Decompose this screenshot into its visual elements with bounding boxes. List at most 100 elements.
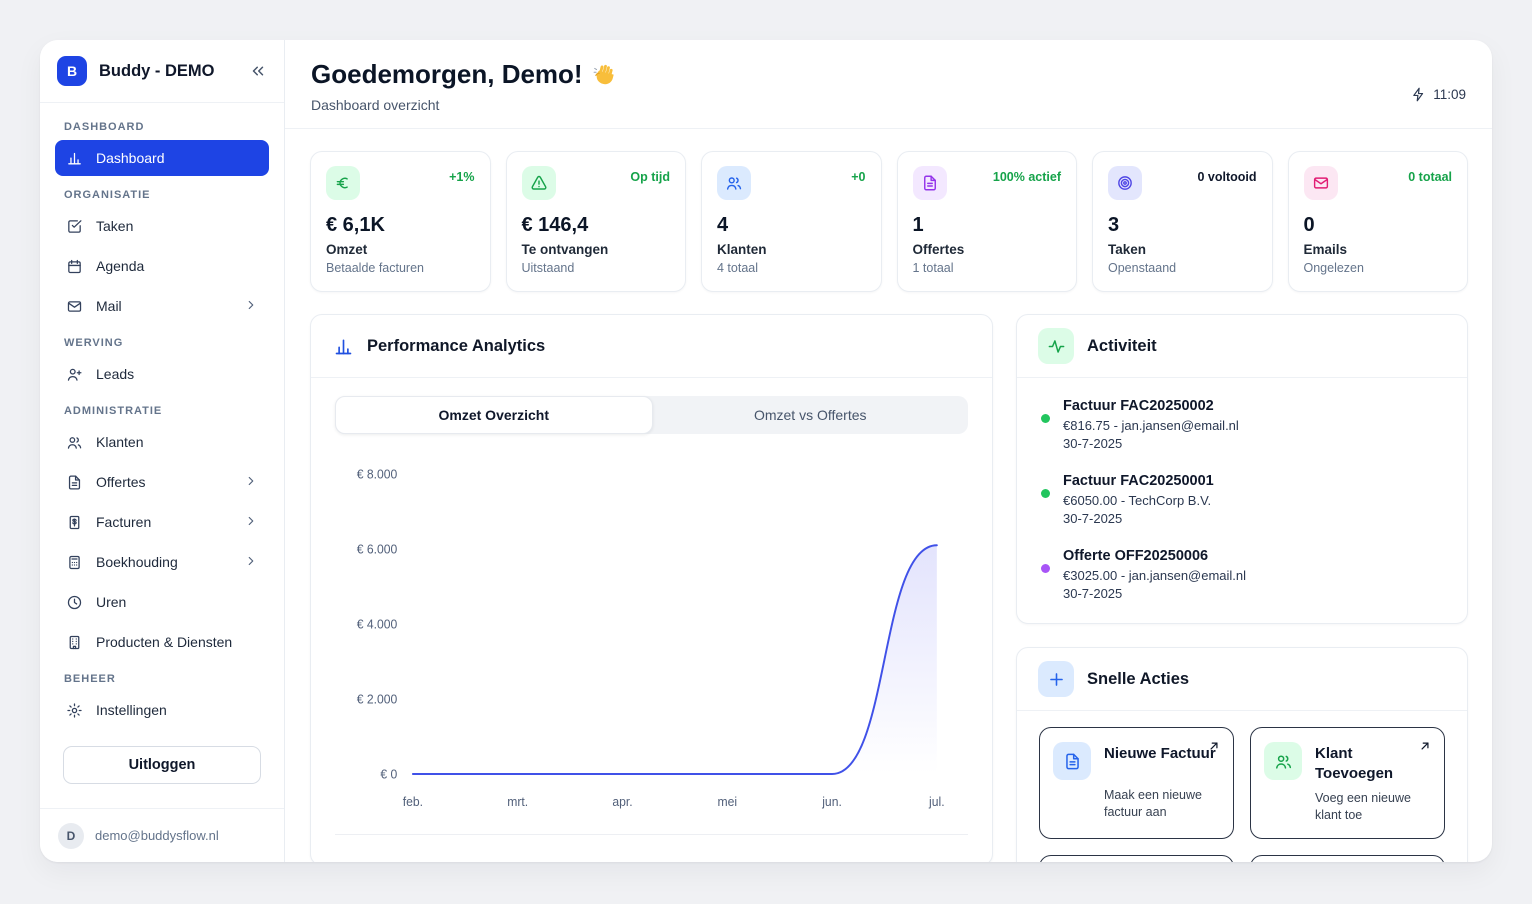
chevron-right-icon xyxy=(244,554,258,571)
sidebar-item-mail[interactable]: Mail xyxy=(55,288,269,324)
stat-card-taken: 0 voltooid 3 Taken Openstaand xyxy=(1092,151,1273,292)
waving-hand-icon xyxy=(593,64,614,85)
activity-item-detail: €3025.00 - jan.jansen@email.nl xyxy=(1063,568,1247,583)
app-window: B Buddy - DEMO DASHBOARD Dashboard ORGAN… xyxy=(40,40,1492,862)
sidebar-item-uren[interactable]: Uren xyxy=(55,584,269,620)
sidebar-item-offertes[interactable]: Offertes xyxy=(55,464,269,500)
stat-sublabel: Betaalde facturen xyxy=(326,261,424,275)
arrow-up-right-icon xyxy=(1207,739,1221,758)
sidebar-item-label: Offertes xyxy=(96,474,146,490)
activity-item-title: Factuur FAC20250001 xyxy=(1063,473,1214,489)
user-email: demo@buddysflow.nl xyxy=(95,828,219,843)
stat-value: 0 xyxy=(1303,214,1315,236)
user-avatar: D xyxy=(58,822,84,849)
analytics-body: Omzet Overzicht Omzet vs Offertes xyxy=(311,378,992,862)
sidebar-item-instellingen[interactable]: Instellingen xyxy=(55,692,269,728)
clock: 11:09 xyxy=(1411,75,1466,113)
activity-item-date: 30-7-2025 xyxy=(1063,586,1123,601)
target-icon xyxy=(1108,166,1142,200)
svg-text:€ 4.000: € 4.000 xyxy=(357,617,398,631)
quick-action-nieuwe-factuur[interactable]: Nieuwe Factuur Maak een nieuwe factuur a… xyxy=(1039,727,1234,839)
building-icon xyxy=(69,635,80,649)
activity-card: Activiteit Factuur FAC20250002 €816.75 -… xyxy=(1016,314,1468,624)
tab-omzet-overzicht[interactable]: Omzet Overzicht xyxy=(335,396,653,434)
chevron-right-icon xyxy=(244,514,258,531)
quick-actions-grid: Nieuwe Factuur Maak een nieuwe factuur a… xyxy=(1017,711,1467,862)
users-icon xyxy=(717,166,751,200)
status-dot xyxy=(1041,414,1050,423)
stat-card-offertes: 100% actief 1 Offertes 1 totaal xyxy=(896,151,1077,292)
stat-label: Te ontvangen xyxy=(521,242,609,257)
app-title: Buddy - DEMO xyxy=(99,61,215,80)
panels-row: Performance Analytics Omzet Overzicht Om… xyxy=(310,314,1468,862)
stat-value: € 146,4 xyxy=(521,214,589,236)
sidebar-item-dashboard[interactable]: Dashboard xyxy=(55,140,269,176)
file-text-icon xyxy=(1053,742,1091,780)
svg-text:mrt.: mrt. xyxy=(507,795,528,809)
sidebar-item-agenda[interactable]: Agenda xyxy=(55,248,269,284)
sidebar-item-klanten[interactable]: Klanten xyxy=(55,424,269,460)
activity-list: Factuur FAC20250002 €816.75 - jan.jansen… xyxy=(1017,378,1467,623)
gear-icon xyxy=(67,702,82,718)
sidebar-item-taken[interactable]: Taken xyxy=(55,208,269,244)
file-text-icon xyxy=(912,166,947,200)
svg-text:€ 0: € 0 xyxy=(380,767,397,781)
stat-badge: +1% xyxy=(449,170,475,184)
stat-badge: 100% actief xyxy=(992,170,1061,184)
stat-value: € 6,1K xyxy=(326,214,385,236)
section-label-dashboard: DASHBOARD xyxy=(64,121,145,133)
sidebar-item-label: Producten & Diensten xyxy=(96,634,233,650)
sidebar-item-producten-diensten[interactable]: Producten & Diensten xyxy=(55,624,269,660)
svg-text:apr.: apr. xyxy=(612,795,632,809)
revenue-chart: € 0 € 2.000 € 4.000 € 6.000 € 8.000 feb. mrt. a… xyxy=(357,467,945,809)
bar-chart-icon xyxy=(332,335,354,357)
stat-label: Taken xyxy=(1108,242,1147,257)
sidebar: B Buddy - DEMO DASHBOARD Dashboard ORGAN… xyxy=(40,40,285,862)
stat-badge: +0 xyxy=(851,170,866,184)
quick-action-partial-left[interactable] xyxy=(1039,854,1234,862)
stat-value: 1 xyxy=(912,214,924,236)
calculator-icon xyxy=(69,555,80,569)
mail-icon xyxy=(1303,166,1338,200)
analytics-title: Performance Analytics xyxy=(367,336,546,355)
main-header: Goedemorgen, Demo! Dashboard ove xyxy=(285,40,1492,129)
sidebar-header: B Buddy - DEMO xyxy=(40,40,284,103)
stat-card-emails: 0 totaal 0 Emails Ongelezen xyxy=(1287,151,1468,292)
activity-item-date: 30-7-2025 xyxy=(1063,511,1123,526)
activity-item-detail: €816.75 - jan.jansen@email.nl xyxy=(1063,418,1239,433)
logout-button[interactable]: Uitloggen xyxy=(63,746,261,784)
stat-label: Emails xyxy=(1303,242,1348,257)
section-label-organisatie: ORGANISATIE xyxy=(64,189,151,201)
chevrons-left-icon xyxy=(252,66,264,76)
status-dot xyxy=(1041,564,1050,573)
calendar-icon xyxy=(68,259,81,273)
user-plus-icon xyxy=(67,368,82,381)
quick-action-title: Klant Toevoegen xyxy=(1315,745,1394,782)
check-square-icon xyxy=(68,219,82,233)
stat-value: 3 xyxy=(1108,214,1120,236)
sidebar-item-facturen[interactable]: Facturen xyxy=(55,504,269,540)
quick-action-desc: Voeg een nieuwe klant toe xyxy=(1315,791,1411,822)
stat-sublabel: Openstaand xyxy=(1108,261,1177,275)
stat-card-klanten: +0 4 Klanten 4 totaal xyxy=(701,151,882,292)
plus-icon xyxy=(1038,661,1074,697)
sidebar-item-label: Klanten xyxy=(96,434,144,450)
activity-item-detail: €6050.00 - TechCorp B.V. xyxy=(1063,493,1212,508)
svg-text:mei: mei xyxy=(717,795,737,809)
quick-action-klant-toevoegen[interactable]: Klant Toevoegen Voeg een nieuwe klant to… xyxy=(1250,727,1445,839)
quick-actions-header: Snelle Acties xyxy=(1017,648,1467,711)
svg-text:€ 2.000: € 2.000 xyxy=(357,692,398,706)
sidebar-collapse-button[interactable] xyxy=(249,62,267,80)
stat-value: 4 xyxy=(717,214,729,236)
section-label-werving: WERVING xyxy=(64,337,124,349)
chart-bottom-divider xyxy=(335,834,968,835)
dashboard-content: +1% € 6,1K Omzet Betaalde facturen Op ti… xyxy=(285,129,1492,862)
tab-omzet-vs-offertes[interactable]: Omzet vs Offertes xyxy=(753,407,867,423)
stat-card-omzet: +1% € 6,1K Omzet Betaalde facturen xyxy=(310,151,491,292)
activity-item: Offerte OFF20250006 €3025.00 - jan.janse… xyxy=(1041,548,1443,601)
sidebar-item-label: Uren xyxy=(96,594,127,610)
sidebar-item-leads[interactable]: Leads xyxy=(55,356,269,392)
sidebar-item-boekhouding[interactable]: Boekhouding xyxy=(55,544,269,580)
quick-action-partial-right[interactable] xyxy=(1250,854,1445,862)
activity-title: Activiteit xyxy=(1087,336,1157,355)
